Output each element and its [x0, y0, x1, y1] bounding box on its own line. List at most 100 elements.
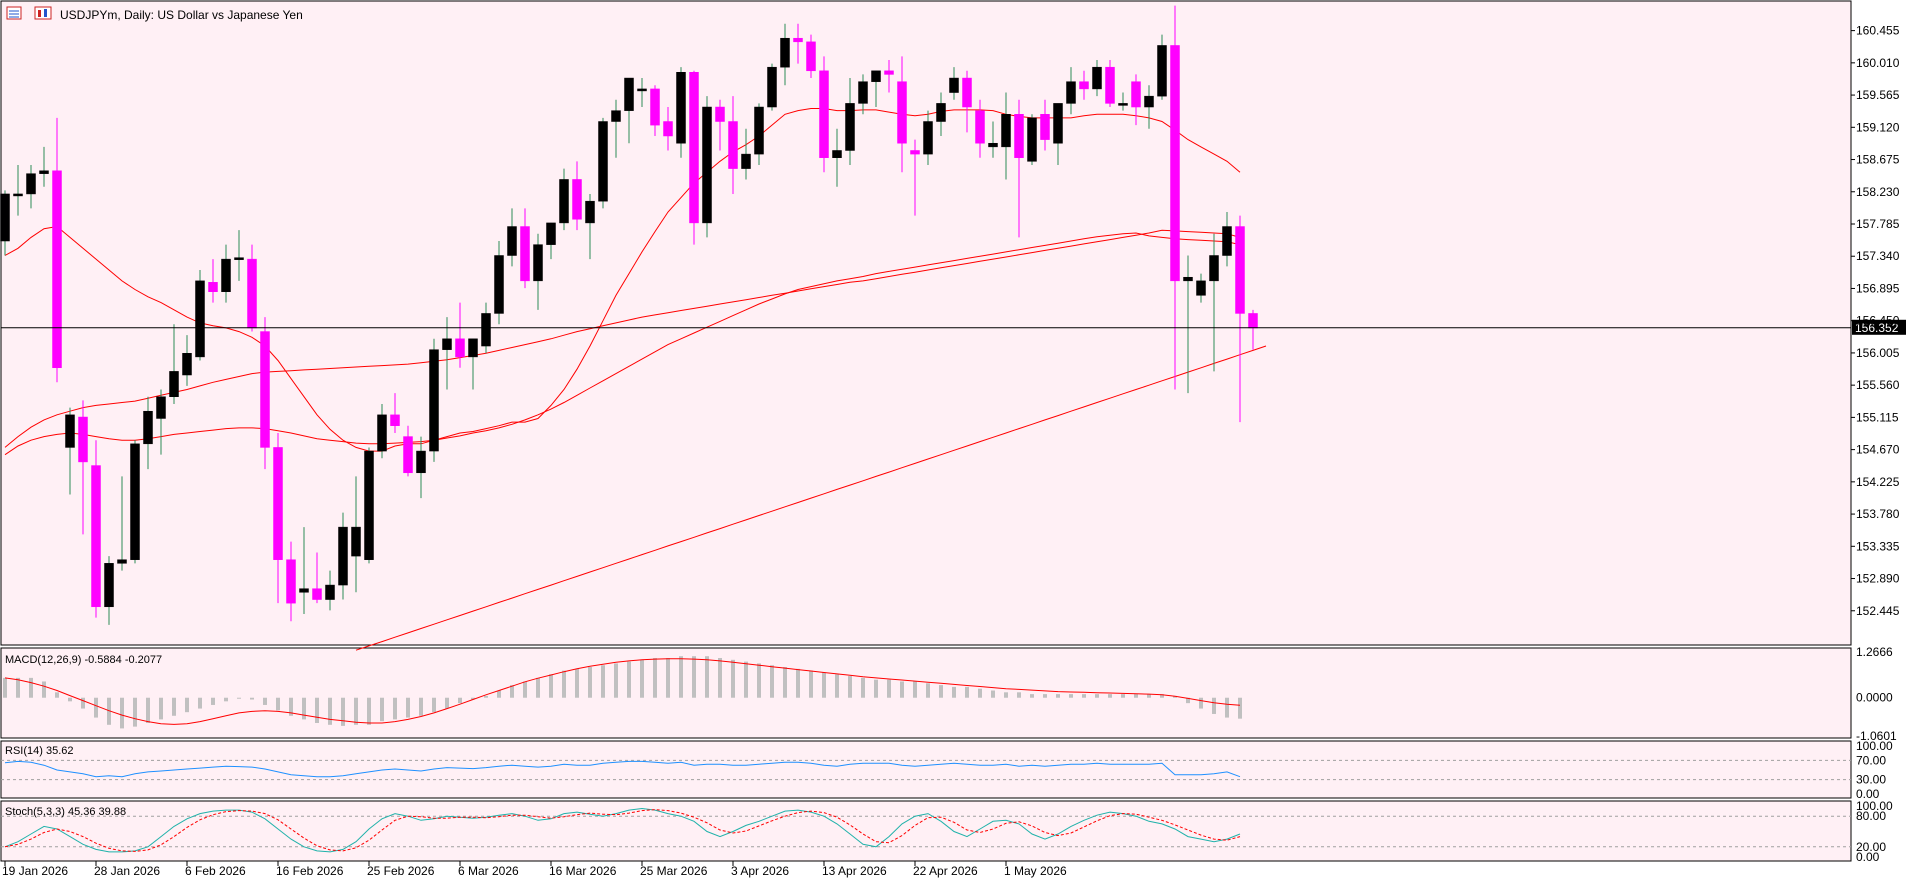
macd-histogram-bar: [731, 659, 735, 698]
macd-histogram-bar: [94, 697, 98, 718]
macd-histogram-bar: [575, 668, 579, 698]
macd-histogram-bar: [939, 685, 943, 698]
stoch-pane-background[interactable]: [0, 800, 1852, 862]
candle-body: [1235, 226, 1245, 314]
macd-histogram-bar: [861, 677, 865, 698]
current-price-tag: [1852, 319, 1906, 335]
macd-histogram-bar: [237, 697, 241, 699]
candle-body: [598, 121, 608, 202]
macd-histogram-bar: [822, 672, 826, 698]
candle-body: [1170, 45, 1180, 282]
candle-body: [637, 88, 647, 92]
price-tick-label: 157.785: [1856, 217, 1900, 231]
time-tick-label: 22 Apr 2026: [913, 864, 978, 878]
macd-histogram-bar: [1225, 697, 1229, 718]
candle-body: [1209, 255, 1219, 282]
macd-histogram-bar: [653, 658, 657, 698]
macd-histogram-bar: [874, 679, 878, 698]
macd-histogram-bar: [16, 677, 20, 698]
rsi-pane-background[interactable]: [0, 740, 1852, 799]
macd-histogram-bar: [562, 670, 566, 698]
candle-body: [1118, 103, 1128, 106]
stoch-label: Stoch(5,3,3) 45.36 39.88: [5, 806, 126, 818]
macd-histogram-bar: [276, 697, 280, 711]
time-tick-label: 3 Apr 2026: [731, 864, 789, 878]
macd-histogram-bar: [1082, 694, 1086, 698]
price-tick-label: 154.225: [1856, 475, 1900, 489]
candle-body: [897, 81, 907, 144]
macd-histogram-bar: [393, 697, 397, 720]
candle-body: [26, 173, 36, 195]
macd-histogram-bar: [133, 697, 137, 727]
rsi-tick-label: 100.00: [1856, 739, 1893, 753]
candle-body: [923, 121, 933, 155]
candle-body: [858, 81, 868, 104]
candle-body: [728, 121, 738, 169]
chart-window-icon[interactable]: [6, 6, 22, 20]
candle-body: [520, 226, 530, 282]
macd-label: MACD(12,26,9) -0.5884 -0.2077: [5, 654, 162, 666]
macd-histogram-bar: [250, 697, 254, 700]
macd-tick-label: 0.0000: [1856, 691, 1893, 705]
candle-body: [195, 280, 205, 358]
candle-body: [143, 410, 153, 445]
candle-body: [91, 465, 101, 608]
price-pane-background[interactable]: [0, 0, 1852, 646]
candle-body: [559, 179, 569, 224]
candle-body: [585, 200, 595, 224]
price-axis[interactable]: 160.455 160.010 159.565 159.120 158.675 158.2…: [1851, 24, 1900, 618]
macd-histogram-bar: [887, 679, 891, 698]
candle-body: [702, 106, 712, 224]
time-tick-label: 6 Mar 2026: [458, 864, 519, 878]
candle-body: [793, 37, 803, 43]
time-tick-label: 1 May 2026: [1004, 864, 1067, 878]
macd-histogram-bar: [289, 697, 293, 716]
price-tick-label: 153.780: [1856, 507, 1900, 521]
candle-body: [182, 353, 192, 376]
macd-histogram-bar: [445, 697, 449, 709]
candle-body: [1196, 280, 1206, 296]
macd-histogram-bar: [341, 697, 345, 726]
candle-body: [403, 436, 413, 474]
macd-histogram-bar: [107, 697, 111, 725]
candle-body: [988, 142, 998, 148]
candle-body: [650, 88, 660, 126]
macd-histogram-bar: [1095, 694, 1099, 698]
time-tick-label: 25 Mar 2026: [640, 864, 708, 878]
macd-histogram-bar: [744, 661, 748, 698]
candle-body: [299, 588, 309, 593]
candle-body: [364, 450, 374, 560]
candle-body: [507, 226, 517, 256]
chart-type-icon[interactable]: [34, 6, 52, 20]
candle-body: [780, 37, 790, 68]
macd-histogram-bar: [1212, 697, 1216, 714]
candle-body: [0, 193, 10, 242]
macd-histogram-bar: [458, 697, 462, 704]
price-tick-label: 158.675: [1856, 153, 1900, 167]
macd-histogram-bar: [367, 697, 371, 725]
candle-body: [533, 244, 543, 282]
candle-body: [1092, 66, 1102, 90]
candle-body: [1222, 226, 1232, 256]
stoch-tick-label: 0.00: [1856, 850, 1880, 864]
time-axis[interactable]: 19 Jan 2026 28 Jan 2026 6 Feb 2026 16 Feb 2…: [2, 861, 1067, 878]
candle-body: [663, 121, 673, 137]
macd-histogram-bar: [211, 697, 215, 705]
macd-histogram-bar: [354, 697, 358, 725]
candle-body: [936, 103, 946, 122]
candle-body: [52, 170, 62, 369]
candle-body: [247, 258, 257, 329]
macd-histogram-bar: [172, 697, 176, 716]
macd-histogram-bar: [1043, 694, 1047, 698]
candle-body: [975, 110, 985, 144]
macd-histogram-bar: [328, 697, 332, 725]
macd-histogram-bar: [224, 697, 228, 702]
price-tick-label: 155.115: [1856, 410, 1899, 424]
candle-body: [65, 414, 75, 448]
rsi-tick-label: 0.00: [1856, 787, 1880, 801]
ma-mid-line: [4, 232, 1241, 456]
macd-indicator: 1.2666 0.0000 -1.0601: [3, 645, 1897, 743]
candle-body: [260, 331, 270, 448]
